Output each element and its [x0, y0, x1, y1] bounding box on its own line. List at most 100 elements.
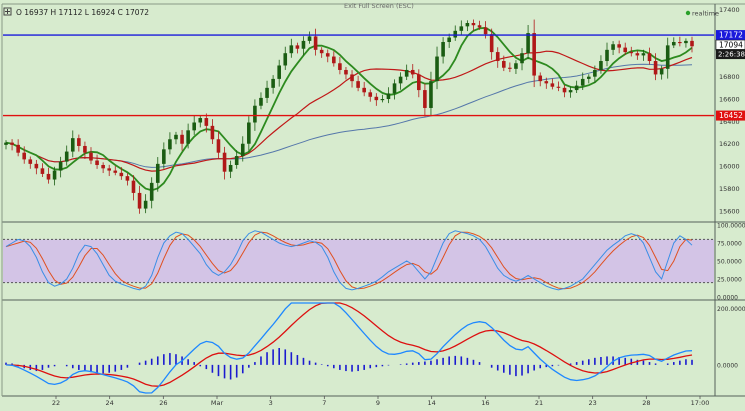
candle-body: [417, 74, 421, 91]
candle-body: [514, 63, 518, 69]
candle-body: [313, 36, 318, 50]
price-tick-label: 16000: [719, 163, 740, 171]
candle-body: [465, 23, 470, 27]
realtime-status-icon: [685, 10, 691, 16]
candle-body: [447, 37, 451, 43]
candle-body: [277, 65, 281, 79]
price-tick-label: 15600: [719, 207, 740, 215]
time-tick-label: 21: [535, 399, 543, 407]
candle-body: [574, 85, 579, 91]
time-tick-label: 14: [428, 399, 436, 407]
candle-body: [356, 81, 360, 88]
candle-body: [253, 105, 257, 123]
macd-histogram: [5, 348, 693, 380]
candle-body: [665, 45, 670, 69]
candle-body: [283, 53, 288, 66]
expand-icon-box: [3, 7, 12, 16]
candle-body: [593, 69, 597, 77]
candle-body: [520, 53, 524, 64]
candle-body: [28, 159, 33, 164]
price-tick-label: 15800: [719, 185, 740, 193]
stochastic-overbought-oversold-band: [3, 239, 714, 283]
candle-body: [228, 164, 233, 172]
candle-body: [659, 68, 664, 75]
resistance-tag-text: 17172: [719, 31, 743, 40]
candle-body: [392, 83, 397, 94]
candle-body: [180, 134, 184, 144]
candle-body: [22, 152, 27, 160]
candle-body: [216, 139, 221, 153]
candle-body: [259, 97, 263, 106]
countdown-tag-text: 2:26:38: [718, 51, 745, 59]
last-price-tag: 17094: [715, 39, 745, 51]
candle-body: [374, 96, 379, 101]
ohlc-readout: O 16937 H 17112 L 16924 C 17072: [16, 8, 149, 17]
price-tick-label: 16200: [719, 140, 740, 148]
time-axis: 22 24 26 Mar 3 7 9 14 16 21 23 28 17:00: [52, 396, 710, 407]
candle-body: [386, 93, 391, 100]
candle-body: [40, 168, 45, 174]
macd-tick-label: 200.0000: [717, 306, 745, 313]
support-price-tag: 16452: [716, 110, 745, 121]
price-tick-label: 16400: [719, 118, 740, 126]
stochastic-tick-label: 75.0000: [717, 241, 742, 248]
time-tick-label: 3: [269, 399, 273, 407]
candle-body: [489, 34, 494, 53]
candle-body: [678, 42, 682, 44]
candle-body: [562, 87, 567, 93]
candle-body: [477, 25, 482, 28]
candle-body: [58, 161, 63, 171]
time-tick-label: 17:00: [691, 399, 710, 407]
countdown-tag-box: [716, 49, 745, 60]
candle-body: [586, 76, 591, 79]
time-tick-label: 16: [481, 399, 489, 407]
candle-body: [174, 134, 178, 140]
exit-full-screen-button[interactable]: Exit Full Screen (ESC): [344, 2, 414, 10]
time-tick-label: Mar: [211, 399, 224, 407]
stochastic-tick-label: 100.0000: [717, 223, 745, 230]
candle-body: [70, 138, 75, 152]
candle-body: [453, 30, 458, 38]
stochastic-tick-label: 0.0000: [717, 295, 738, 302]
expand-icon[interactable]: [3, 7, 12, 16]
candle-body: [599, 61, 603, 70]
price-tick-label: 17400: [719, 6, 740, 14]
candle-body: [362, 87, 366, 93]
candle-body: [556, 86, 561, 88]
candle-body: [441, 42, 445, 57]
candle-body: [332, 56, 336, 64]
candle-body: [580, 78, 585, 86]
time-tick-label: 26: [159, 399, 167, 407]
support-tag-text: 16452: [719, 111, 743, 120]
candle-body: [137, 192, 142, 209]
candle-body: [271, 78, 275, 88]
candlestick-series: [4, 19, 694, 214]
candle-body: [240, 143, 245, 157]
macd-line: [5, 302, 693, 394]
candle-body: [344, 69, 348, 75]
candle-body: [605, 49, 609, 62]
candle-body: [423, 90, 427, 108]
candle-body: [192, 122, 196, 131]
candle-body: [398, 76, 403, 84]
candle-body: [483, 27, 488, 35]
candle-body: [544, 81, 549, 84]
candle-body: [64, 151, 69, 162]
support-tag-box: [716, 110, 745, 121]
candle-body: [568, 90, 573, 93]
time-tick-label: 23: [589, 399, 597, 407]
candle-body: [647, 53, 652, 62]
time-tick-label: 7: [322, 399, 326, 407]
candle-body: [113, 170, 118, 173]
macd-signal-line: [5, 302, 693, 387]
stochastic-k-line: [5, 230, 693, 291]
candle-body: [635, 53, 640, 56]
candle-body: [149, 182, 154, 201]
macd-axis: 200.0000 0.0000: [717, 306, 745, 369]
time-tick-label: 9: [376, 399, 380, 407]
stochastic-tick-label: 50.0000: [717, 259, 742, 266]
candle-body: [83, 145, 87, 153]
candle-body: [222, 152, 227, 172]
stochastic-tick-label: 25.0000: [717, 277, 742, 284]
